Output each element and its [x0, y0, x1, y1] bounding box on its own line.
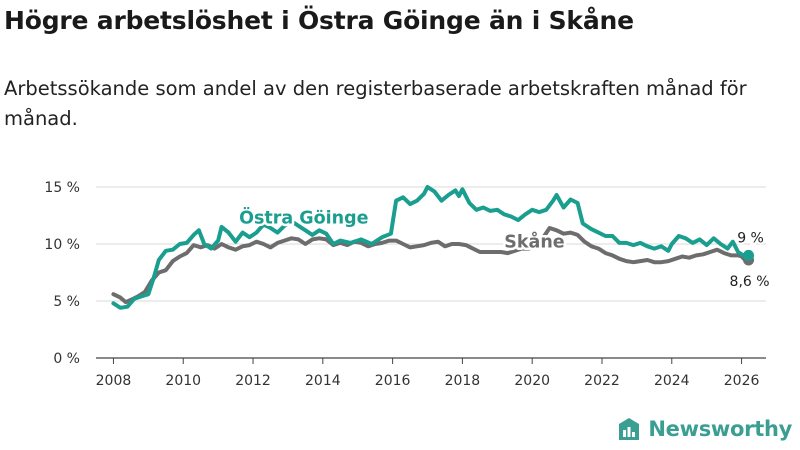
x-tick-label: 2010	[165, 373, 201, 389]
newsworthy-brand: Newsworthy	[616, 416, 792, 442]
x-tick-label: 2012	[235, 373, 271, 389]
brand-name: Newsworthy	[648, 417, 792, 441]
x-tick-label: 2022	[584, 373, 620, 389]
chart-subtitle: Arbetssökande som andel av den registerb…	[4, 77, 747, 130]
chart-title: Högre arbetslöshet i Östra Göinge än i S…	[4, 6, 634, 35]
x-tick-label: 2008	[96, 373, 132, 389]
y-tick-label: 15 %	[44, 180, 80, 196]
y-tick-label: 10 %	[44, 237, 80, 253]
x-tick-label: 2014	[305, 373, 341, 389]
x-tick-label: 2020	[514, 373, 550, 389]
newsworthy-chart-icon	[619, 418, 640, 440]
y-tick-label: 0 %	[53, 351, 80, 367]
end-value-label-skane: 8,6 %	[730, 274, 770, 290]
series-line-skane	[111, 226, 751, 305]
y-tick-label: 5 %	[53, 294, 80, 310]
series-labels: Östra Göinge Skåne 9 % 8,6 %	[237, 204, 772, 292]
x-tick-label: 2016	[375, 373, 411, 389]
x-tick-label: 2018	[445, 373, 481, 389]
gridlines	[96, 186, 766, 359]
x-tick-label: 2026	[724, 373, 760, 389]
end-value-label-ostra-goinge: 9 %	[737, 230, 764, 246]
series-label-skane: Skåne	[504, 230, 565, 252]
series-label-ostra-goinge: Östra Göinge	[239, 206, 369, 228]
axes: 0 % 5 % 10 % 15 % 2008 2010 2012 2014 2016 2018 20…	[44, 180, 759, 389]
series-line-ostra-goinge	[111, 185, 751, 310]
series-end-marker-ostra-goinge	[743, 249, 755, 261]
series-lines	[111, 185, 755, 310]
x-tick-label: 2024	[654, 373, 690, 389]
